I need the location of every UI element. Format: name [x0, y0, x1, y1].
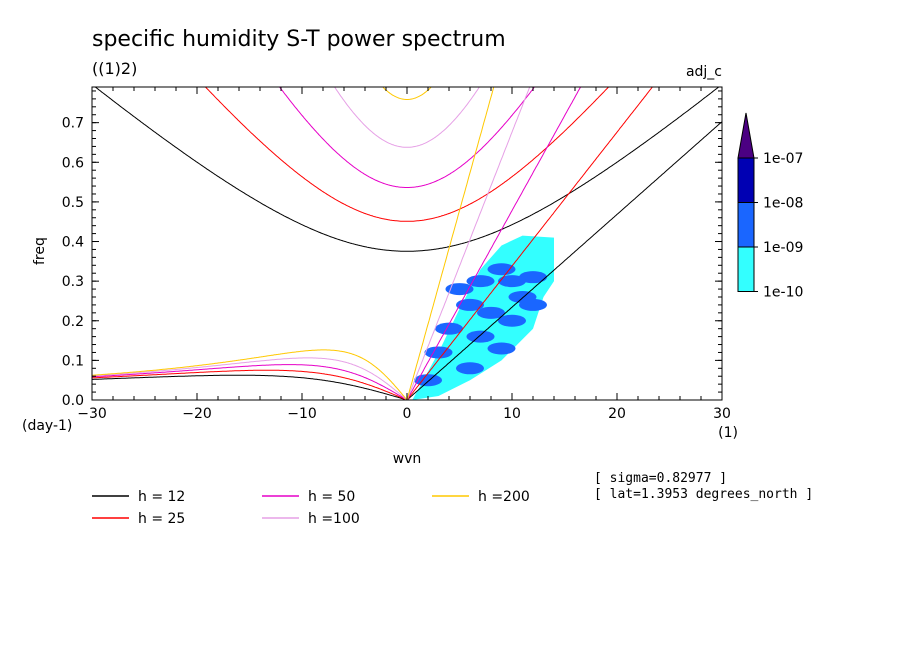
spectrum-level-1e-09 [487, 342, 516, 355]
colorbar-label: 1e-09 [763, 240, 803, 256]
legend-label: h = 25 [138, 511, 185, 527]
spectrum-level-1e-09 [466, 330, 495, 343]
x-tick-label: −10 [287, 406, 317, 422]
axis-ticks: −30 −20 −10 0 10 20 30 0.0 0.1 0.2 0.3 0.4 0.5 0.6 0.7 [62, 87, 731, 422]
colorbar-extend-arrow [737, 112, 755, 159]
chart-title: specific humidity S-T power spectrum [92, 27, 506, 52]
kelvin-curve [406, 121, 722, 400]
x-tick-label: −20 [182, 406, 212, 422]
rossby-curve [92, 364, 409, 400]
spectrum-level-1e-09 [498, 314, 526, 327]
chart-subtitle: ((1)2) [92, 59, 137, 78]
x-axis-label: wvn [393, 451, 422, 467]
spectrum-level-1e-09 [498, 275, 526, 288]
spectrum-level-1e-09 [519, 298, 547, 311]
kelvin-curve [406, 87, 654, 400]
spectrum-level-1e-09 [435, 322, 463, 335]
legend: h = 12 h = 25 h = 50 h =100 h =200 [92, 489, 530, 527]
rossby-curve [92, 349, 408, 400]
spectrum-level-1e-09 [445, 283, 474, 296]
x-tick-label: 20 [608, 406, 626, 422]
y-axis-label: freq [32, 237, 48, 265]
y-tick-label: 0.7 [62, 116, 84, 132]
plot-frame [91, 86, 723, 401]
y-tick-label: 0.2 [62, 314, 84, 330]
y-tick-label: 0.4 [62, 235, 84, 251]
y-tick-label: 0.1 [62, 353, 84, 369]
kelvin-curve [406, 87, 582, 400]
y-tick-label: 0.3 [62, 274, 84, 290]
x-tick-label: 30 [713, 406, 731, 422]
gravity-curve [204, 87, 610, 222]
gravity-curve [278, 87, 536, 188]
gravity-curve [382, 87, 432, 100]
y-tick-label: 0.5 [62, 195, 84, 211]
rossby-curve [92, 374, 409, 400]
x-tick-label: 10 [503, 406, 521, 422]
x-unit-label: (1) [718, 425, 738, 441]
colorbar-segment [737, 157, 755, 203]
gravity-curve [94, 87, 720, 252]
y-tick-label: 0.6 [62, 155, 84, 171]
kelvin-curve [406, 87, 531, 400]
y-unit-label: (day-1) [22, 418, 72, 434]
legend-label: h =100 [308, 511, 360, 527]
rossby-curve [92, 369, 409, 400]
spectrum-level-1e-09 [487, 263, 516, 276]
spectrum-level-1e-09 [477, 306, 505, 319]
spectrum-fill [412, 235, 554, 400]
plot-area: −30 −20 −10 0 10 20 30 0.0 0.1 0.2 0.3 0.4 0.5 0.6 0.7 [62, 86, 731, 422]
colorbar-segment [737, 246, 755, 292]
colorbar-label: 1e-10 [763, 285, 803, 301]
colorbar-label: 1e-08 [763, 196, 803, 212]
spectrum-level-1e-09 [424, 346, 453, 359]
x-tick-label: −30 [77, 406, 107, 422]
colorbar-label: 1e-07 [763, 151, 803, 167]
x-tick-label: 0 [403, 406, 412, 422]
colorbar: 1e-10 1e-09 1e-08 1e-07 [737, 112, 803, 301]
sigma-annotation: [ sigma=0.82977 ] [594, 471, 727, 486]
gravity-curve [333, 87, 481, 148]
spectrum-level-1e-09 [519, 271, 547, 284]
legend-label: h = 12 [138, 489, 185, 505]
dispersion-curves [92, 87, 722, 400]
spectrum-level-1e-09 [414, 374, 442, 387]
lat-annotation: [ lat=1.3953 degrees_north ] [594, 487, 813, 502]
spectrum-level-1e-09 [456, 298, 484, 311]
colorbar-segment [737, 202, 755, 248]
spectrum-level-1e-09 [456, 362, 484, 375]
rossby-curve [92, 357, 408, 400]
spectrum-level-1e-09 [466, 275, 495, 288]
kelvin-curve [406, 87, 495, 400]
y-tick-label: 0.0 [62, 393, 84, 409]
legend-label: h =200 [478, 489, 530, 505]
top-right-label: adj_c [686, 64, 722, 80]
legend-label: h = 50 [308, 489, 355, 505]
